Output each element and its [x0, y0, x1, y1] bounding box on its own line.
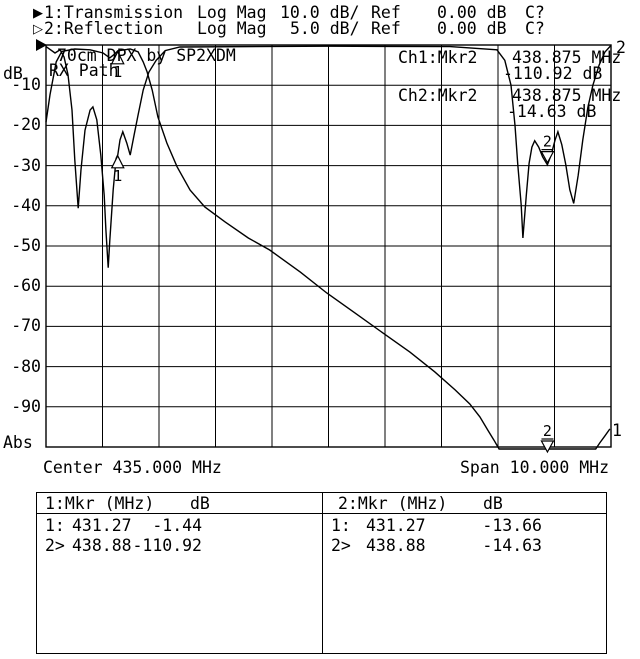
y-axis-unit: dB [3, 64, 23, 83]
x-axis-center-label: Center 435.000 MHz [43, 458, 222, 477]
left-table-row2-num: 2> [45, 536, 65, 555]
ch1-marker-readout-label: Ch1:Mkr2 [398, 48, 478, 67]
y-axis-label--90: -90 [11, 396, 41, 416]
channel2-label: 2:Reflection [44, 19, 164, 38]
trace1-edge-label: 1 [612, 421, 622, 440]
left-table-header-db: dB [190, 494, 210, 513]
y-axis-label--40: -40 [11, 195, 41, 215]
channel2-inactive-icon: ▷ [33, 22, 43, 37]
y-axis-label--70: -70 [11, 316, 41, 336]
left-table-row1-val: -1.44 [152, 516, 202, 535]
marker1-trace2-label: 1 [113, 167, 122, 185]
ref-position-marker-icon [36, 39, 47, 51]
channel1-cal-status: C? [525, 3, 545, 22]
y-axis-label--60: -60 [11, 276, 41, 296]
ch2-marker-readout-level: -14.63 dB [507, 102, 597, 121]
marker-table-divider [322, 492, 323, 654]
channel1-format: Log Mag [197, 3, 267, 22]
right-table-row2-freq: 438.88 [366, 536, 426, 555]
right-table-header-db: dB [483, 494, 503, 513]
channel2-format: Log Mag [197, 19, 267, 38]
ch2-marker-readout-freq: 438.875 MHz [512, 86, 622, 105]
right-table-header-freq: 2:Mkr (MHz) [338, 494, 448, 513]
trace2-edge-label: 2 [616, 38, 626, 57]
y-axis-label--10: -10 [11, 75, 41, 95]
y-axis-label--50: -50 [11, 236, 41, 255]
channel2-cal-status: C? [525, 19, 545, 38]
channel1-ref-label: Ref [371, 3, 401, 22]
left-table-header-freq: 1:Mkr (MHz) [45, 494, 155, 513]
x-axis-span-label: Span 10.000 MHz [460, 458, 610, 477]
channel1-scale: 10.0 dB/ [280, 3, 360, 22]
left-table-row2-freq: 438.88 [72, 536, 132, 555]
measurement-plot: 1 1 2 2 [36, 39, 612, 454]
left-table-row1-num: 1: [45, 516, 65, 535]
right-table-row1-val: -13.66 [482, 516, 542, 535]
marker2-trace1-label: 2 [543, 422, 552, 440]
marker2-trace2-label: 2 [543, 133, 552, 151]
left-table-row2-val: -110.92 [132, 536, 202, 555]
marker1-trace1-label: 1 [113, 63, 122, 81]
right-table-row2-val: -14.63 [482, 536, 542, 555]
plot-title-line1: 70cm DPX by SP2XDM [57, 46, 236, 65]
y-axis-bottom-label: Abs [3, 433, 33, 452]
right-table-row2-num: 2> [331, 536, 351, 555]
trace-transmission [45, 48, 611, 450]
y-axis-label--80: -80 [11, 356, 41, 376]
ch2-marker-readout-label: Ch2:Mkr2 [398, 86, 478, 105]
y-axis-label--30: -30 [11, 155, 41, 175]
right-table-row1-freq: 431.27 [366, 516, 426, 535]
y-axis-label--20: -20 [11, 115, 41, 135]
channel2-ref-value: 0.00 dB [437, 19, 507, 38]
marker2-trace1-icon [540, 440, 555, 454]
marker-table-header-rule [36, 513, 606, 514]
marker1-trace1-icon [110, 50, 125, 65]
graticule-border [45, 44, 612, 448]
ch1-marker-readout-level: -110.92 dB [503, 64, 603, 83]
channel1-label: 1:Transmission [44, 3, 184, 22]
channel1-active-icon: ▶ [33, 6, 43, 21]
marker2-trace2-icon [540, 151, 555, 164]
channel2-ref-label: Ref [371, 19, 401, 38]
marker1-trace2-icon [110, 154, 125, 169]
plot-title-line2: RX Path [49, 61, 119, 80]
channel2-scale: 5.0 dB/ [290, 19, 360, 38]
channel1-ref-value: 0.00 dB [437, 3, 507, 22]
ch1-marker-readout-freq: 438.875 MHz [512, 48, 622, 67]
left-table-row1-freq: 431.27 [72, 516, 132, 535]
right-table-row1-num: 1: [331, 516, 351, 535]
trace-reflection [45, 44, 612, 268]
marker-table-box [36, 492, 607, 654]
